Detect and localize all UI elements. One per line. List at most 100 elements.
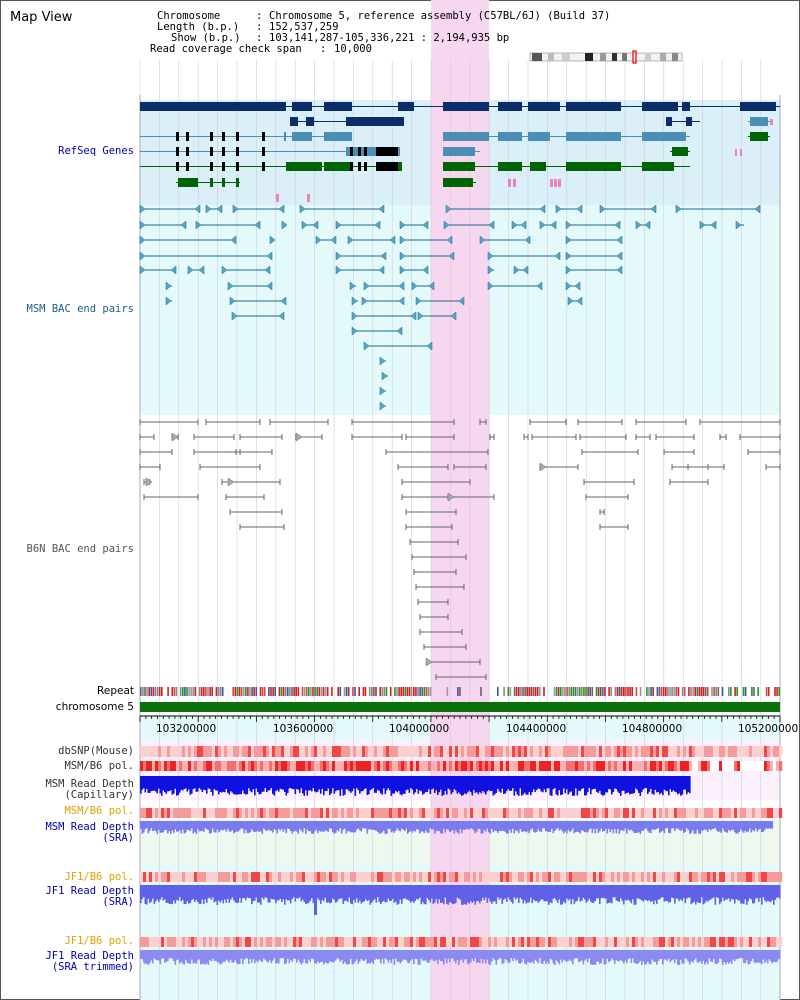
jf1-trimmed-depth [246,950,249,959]
jf1-sra-depth [747,885,750,902]
track-label-msm-depth-capillary[interactable]: MSM Read Depth (Capillary) [45,778,134,801]
jf1-trimmed-depth [573,950,576,960]
jf1-trimmed-depth [180,950,183,962]
dbsnp-heat [299,746,303,757]
info-show-value: 103,141,287-105,336,221 : 2,194,935 bp [269,32,510,44]
msm-capillary-depth [378,776,381,792]
track-label-msm-b6-pol-2[interactable]: MSM/B6 pol. [64,805,134,817]
jf1-trimmed-depth [644,950,646,965]
msm-sra-depth [461,821,463,834]
repeat-element [318,687,321,696]
jf1-trimmed-depth [747,950,750,965]
jf1-trimmed-depth [293,950,295,959]
msm-sra-depth [761,821,763,833]
msm-b6-pol-heat [572,808,576,818]
msm-b6-pol-heat [365,761,369,771]
repeat-element [667,687,669,696]
jf1-trimmed-depth [599,950,601,965]
msm-b6-pol-heat [479,761,483,771]
msm-sra-depth [159,821,162,833]
msm-sra-depth [200,821,202,832]
msm-b6-pol-heat [371,808,375,818]
track-label-jf1-b6-pol-1[interactable]: JF1/B6 pol. [64,871,134,883]
msm-b6-pol-heat [257,761,261,771]
msm-sra-depth [630,821,633,830]
track-label-repeat[interactable]: Repeat [97,685,134,697]
msm-b6-pol-heat [602,808,606,818]
dbsnp-heat [731,746,735,757]
msm-b6-pol-gap [722,761,725,771]
msm-sra-depth [563,821,565,834]
track-label-jf1-b6-pol-2[interactable]: JF1/B6 pol. [64,935,134,947]
msm-capillary-depth [384,776,387,795]
jf1-b6-pol-heat [275,937,279,947]
msm-sra-depth [497,821,499,833]
dbsnp-heat [725,746,729,757]
repeat-element [515,687,518,696]
jf1-sra-depth [651,885,654,901]
msm-b6-pol-heat [635,761,639,771]
msm-b6-pol-heat [233,808,237,818]
track-label-dbsnp[interactable]: dbSNP(Mouse) [58,745,134,757]
msm-sra-depth [741,821,744,832]
jf1-sra-depth [444,885,447,898]
msm-b6-pol-heat [161,808,165,818]
msm-sra-depth [575,821,577,833]
msm-sra-depth [509,821,511,830]
dbsnp-heat [437,746,441,757]
jf1-sra-depth [443,885,445,905]
msm-capillary-depth [344,776,346,795]
track-label-jf1-depth-trimmed[interactable]: JF1 Read Depth (SRA trimmed) [45,950,134,973]
msm-b6-pol-heat [509,808,513,818]
msm-sra-depth [768,821,771,829]
dbsnp-heat [290,746,294,757]
repeat-element [776,687,778,696]
jf1-b6-pol-heat [716,937,720,947]
msm-sra-depth [380,821,382,834]
jf1-b6-pol-heat [689,937,693,947]
track-label-msm-b6-pol-1[interactable]: MSM/B6 pol. [64,760,134,772]
msm-capillary-depth [566,776,568,790]
track-label-b6n-bac[interactable]: B6N BAC end pairs [26,543,134,555]
jf1-sra-depth [531,885,534,904]
track-label-msm-depth-sra[interactable]: MSM Read Depth (SRA) [45,821,134,844]
jf1-b6-pol-heat [209,872,213,882]
jf1-b6-pol-heat [650,937,654,947]
msm-bac-end [351,326,358,336]
dbsnp-heat [659,746,663,757]
jf1-sra-depth [771,885,774,900]
jf1-b6-pol-heat [716,872,720,882]
jf1-sra-depth [590,885,592,902]
msm-sra-depth [449,821,451,832]
jf1-trimmed-depth [753,950,756,963]
jf1-b6-pol-heat [779,937,783,947]
jf1-b6-pol-heat [344,937,348,947]
track-label-jf1-depth-sra[interactable]: JF1 Read Depth (SRA) [45,885,134,908]
track-label-refseq[interactable]: RefSeq Genes [58,145,134,157]
dbsnp-heat [737,746,741,757]
jf1-trimmed-depth [650,950,652,965]
jf1-trimmed-depth [173,950,175,961]
msm-sra-depth [678,821,681,831]
repeat-element [152,687,155,696]
msm-capillary-depth [359,776,361,794]
msm-b6-pol-heat [482,761,486,771]
jf1-b6-pol-heat [449,872,453,882]
msm-capillary-depth [474,776,477,793]
msm-sra-depth [261,821,264,834]
jf1-trimmed-depth [468,950,471,964]
jf1-sra-depth [500,885,502,899]
msm-b6-pol-heat [614,808,618,818]
msm-bac-end [616,235,623,245]
jf1-sra-depth [267,885,270,903]
msm-capillary-depth [153,776,156,791]
jf1-sra-depth [746,885,748,905]
msm-capillary-depth [414,776,417,793]
track-label-msm-bac[interactable]: MSM BAC end pairs [26,303,134,315]
jf1-trimmed-depth [542,950,544,965]
jf1-sra-depth [185,885,187,905]
refseq-exon [140,102,286,111]
msm-b6-pol-heat [632,761,636,771]
msm-sra-depth [173,821,175,833]
jf1-trimmed-depth [656,950,658,965]
